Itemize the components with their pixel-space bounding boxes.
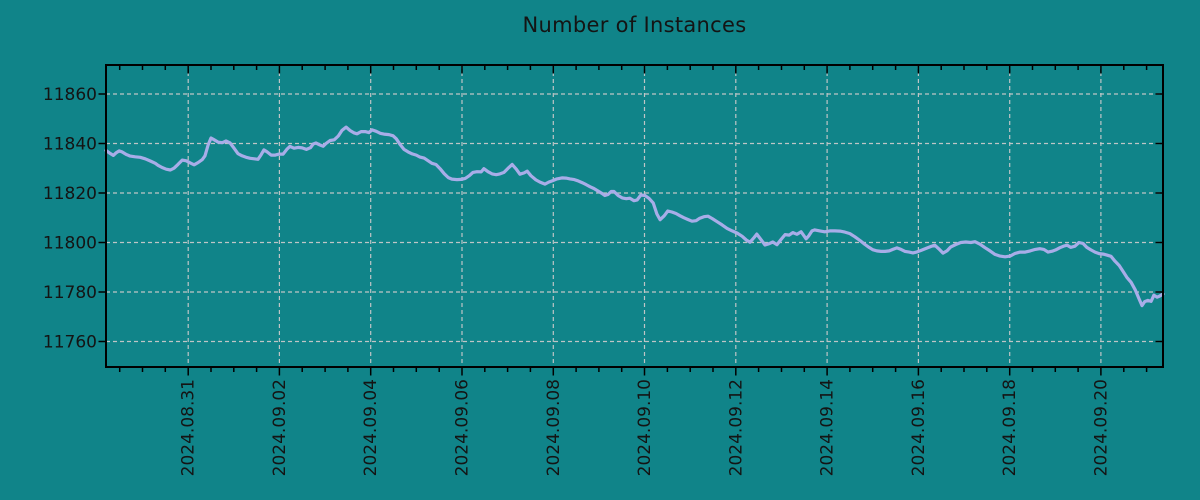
x-tick-label: 2024.09.18 (1000, 379, 1020, 476)
chart-title: Number of Instances (522, 13, 747, 37)
x-tick-label: 2024.09.12 (726, 379, 746, 476)
x-tick-label: 2024.09.08 (544, 379, 564, 476)
y-tick-label: 11840 (43, 134, 97, 154)
x-tick-label: 2024.09.14 (818, 379, 838, 476)
tick-labels: 11760 11780 11800 11820 11840 11860 2024.08.31… (43, 85, 1111, 476)
plot-border (105, 64, 1164, 368)
x-tick-label: 2024.09.10 (635, 379, 655, 476)
gridlines (106, 65, 1163, 367)
x-tick-label: 2024.08.31 (179, 379, 199, 476)
x-tick-label: 2024.09.06 (453, 379, 473, 476)
y-tick-label: 11780 (43, 283, 97, 303)
y-tick-label: 11800 (43, 233, 97, 253)
x-tick-label: 2024.09.04 (361, 379, 381, 476)
ticks (98, 65, 1163, 376)
y-tick-label: 11820 (43, 184, 97, 204)
x-tick-label: 2024.09.20 (1091, 379, 1111, 476)
x-tick-label: 2024.09.02 (270, 379, 290, 476)
x-tick-label: 2024.09.16 (909, 379, 929, 476)
y-tick-label: 11760 (43, 332, 97, 352)
y-tick-label: 11860 (43, 85, 97, 105)
data-line (104, 125, 1165, 308)
